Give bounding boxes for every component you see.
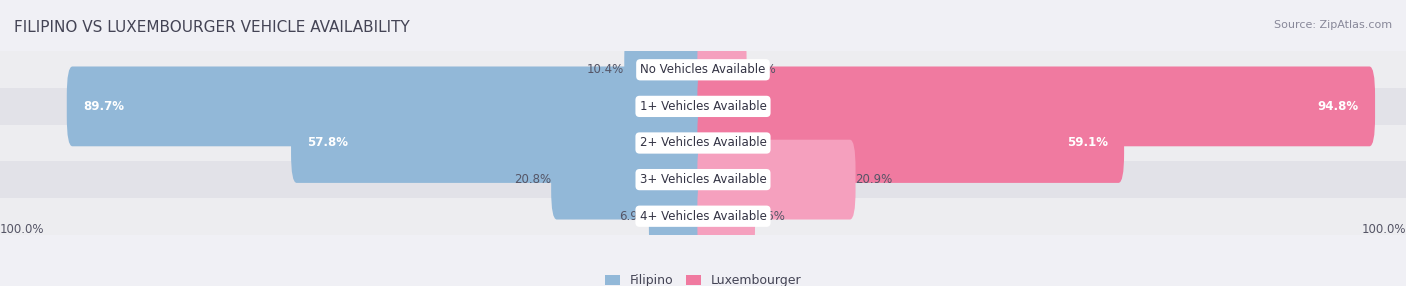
Text: 20.9%: 20.9% bbox=[855, 173, 893, 186]
Text: 100.0%: 100.0% bbox=[0, 223, 45, 236]
Text: 1+ Vehicles Available: 1+ Vehicles Available bbox=[640, 100, 766, 113]
Text: 89.7%: 89.7% bbox=[83, 100, 124, 113]
Text: 57.8%: 57.8% bbox=[308, 136, 349, 150]
Text: 20.8%: 20.8% bbox=[515, 173, 551, 186]
Text: 4+ Vehicles Available: 4+ Vehicles Available bbox=[640, 210, 766, 223]
Text: 94.8%: 94.8% bbox=[1317, 100, 1358, 113]
Legend: Filipino, Luxembourger: Filipino, Luxembourger bbox=[599, 269, 807, 286]
FancyBboxPatch shape bbox=[291, 103, 709, 183]
Text: Source: ZipAtlas.com: Source: ZipAtlas.com bbox=[1274, 20, 1392, 30]
Text: FILIPINO VS LUXEMBOURGER VEHICLE AVAILABILITY: FILIPINO VS LUXEMBOURGER VEHICLE AVAILAB… bbox=[14, 20, 409, 35]
Text: 10.4%: 10.4% bbox=[588, 63, 624, 76]
Bar bbox=[0, 51, 1406, 88]
Text: 100.0%: 100.0% bbox=[1361, 223, 1406, 236]
Text: 59.1%: 59.1% bbox=[1067, 136, 1108, 150]
Bar bbox=[0, 88, 1406, 125]
FancyBboxPatch shape bbox=[551, 140, 709, 220]
Bar bbox=[0, 161, 1406, 198]
FancyBboxPatch shape bbox=[697, 140, 855, 220]
Bar bbox=[0, 198, 1406, 235]
Text: No Vehicles Available: No Vehicles Available bbox=[640, 63, 766, 76]
Text: 6.9%: 6.9% bbox=[619, 210, 650, 223]
FancyBboxPatch shape bbox=[697, 103, 1125, 183]
Text: 3+ Vehicles Available: 3+ Vehicles Available bbox=[640, 173, 766, 186]
Text: 5.4%: 5.4% bbox=[747, 63, 776, 76]
Text: 2+ Vehicles Available: 2+ Vehicles Available bbox=[640, 136, 766, 150]
FancyBboxPatch shape bbox=[650, 176, 709, 256]
FancyBboxPatch shape bbox=[697, 176, 755, 256]
FancyBboxPatch shape bbox=[697, 66, 1375, 146]
FancyBboxPatch shape bbox=[697, 30, 747, 110]
FancyBboxPatch shape bbox=[66, 66, 709, 146]
Bar bbox=[0, 125, 1406, 161]
Text: 6.6%: 6.6% bbox=[755, 210, 785, 223]
FancyBboxPatch shape bbox=[624, 30, 709, 110]
